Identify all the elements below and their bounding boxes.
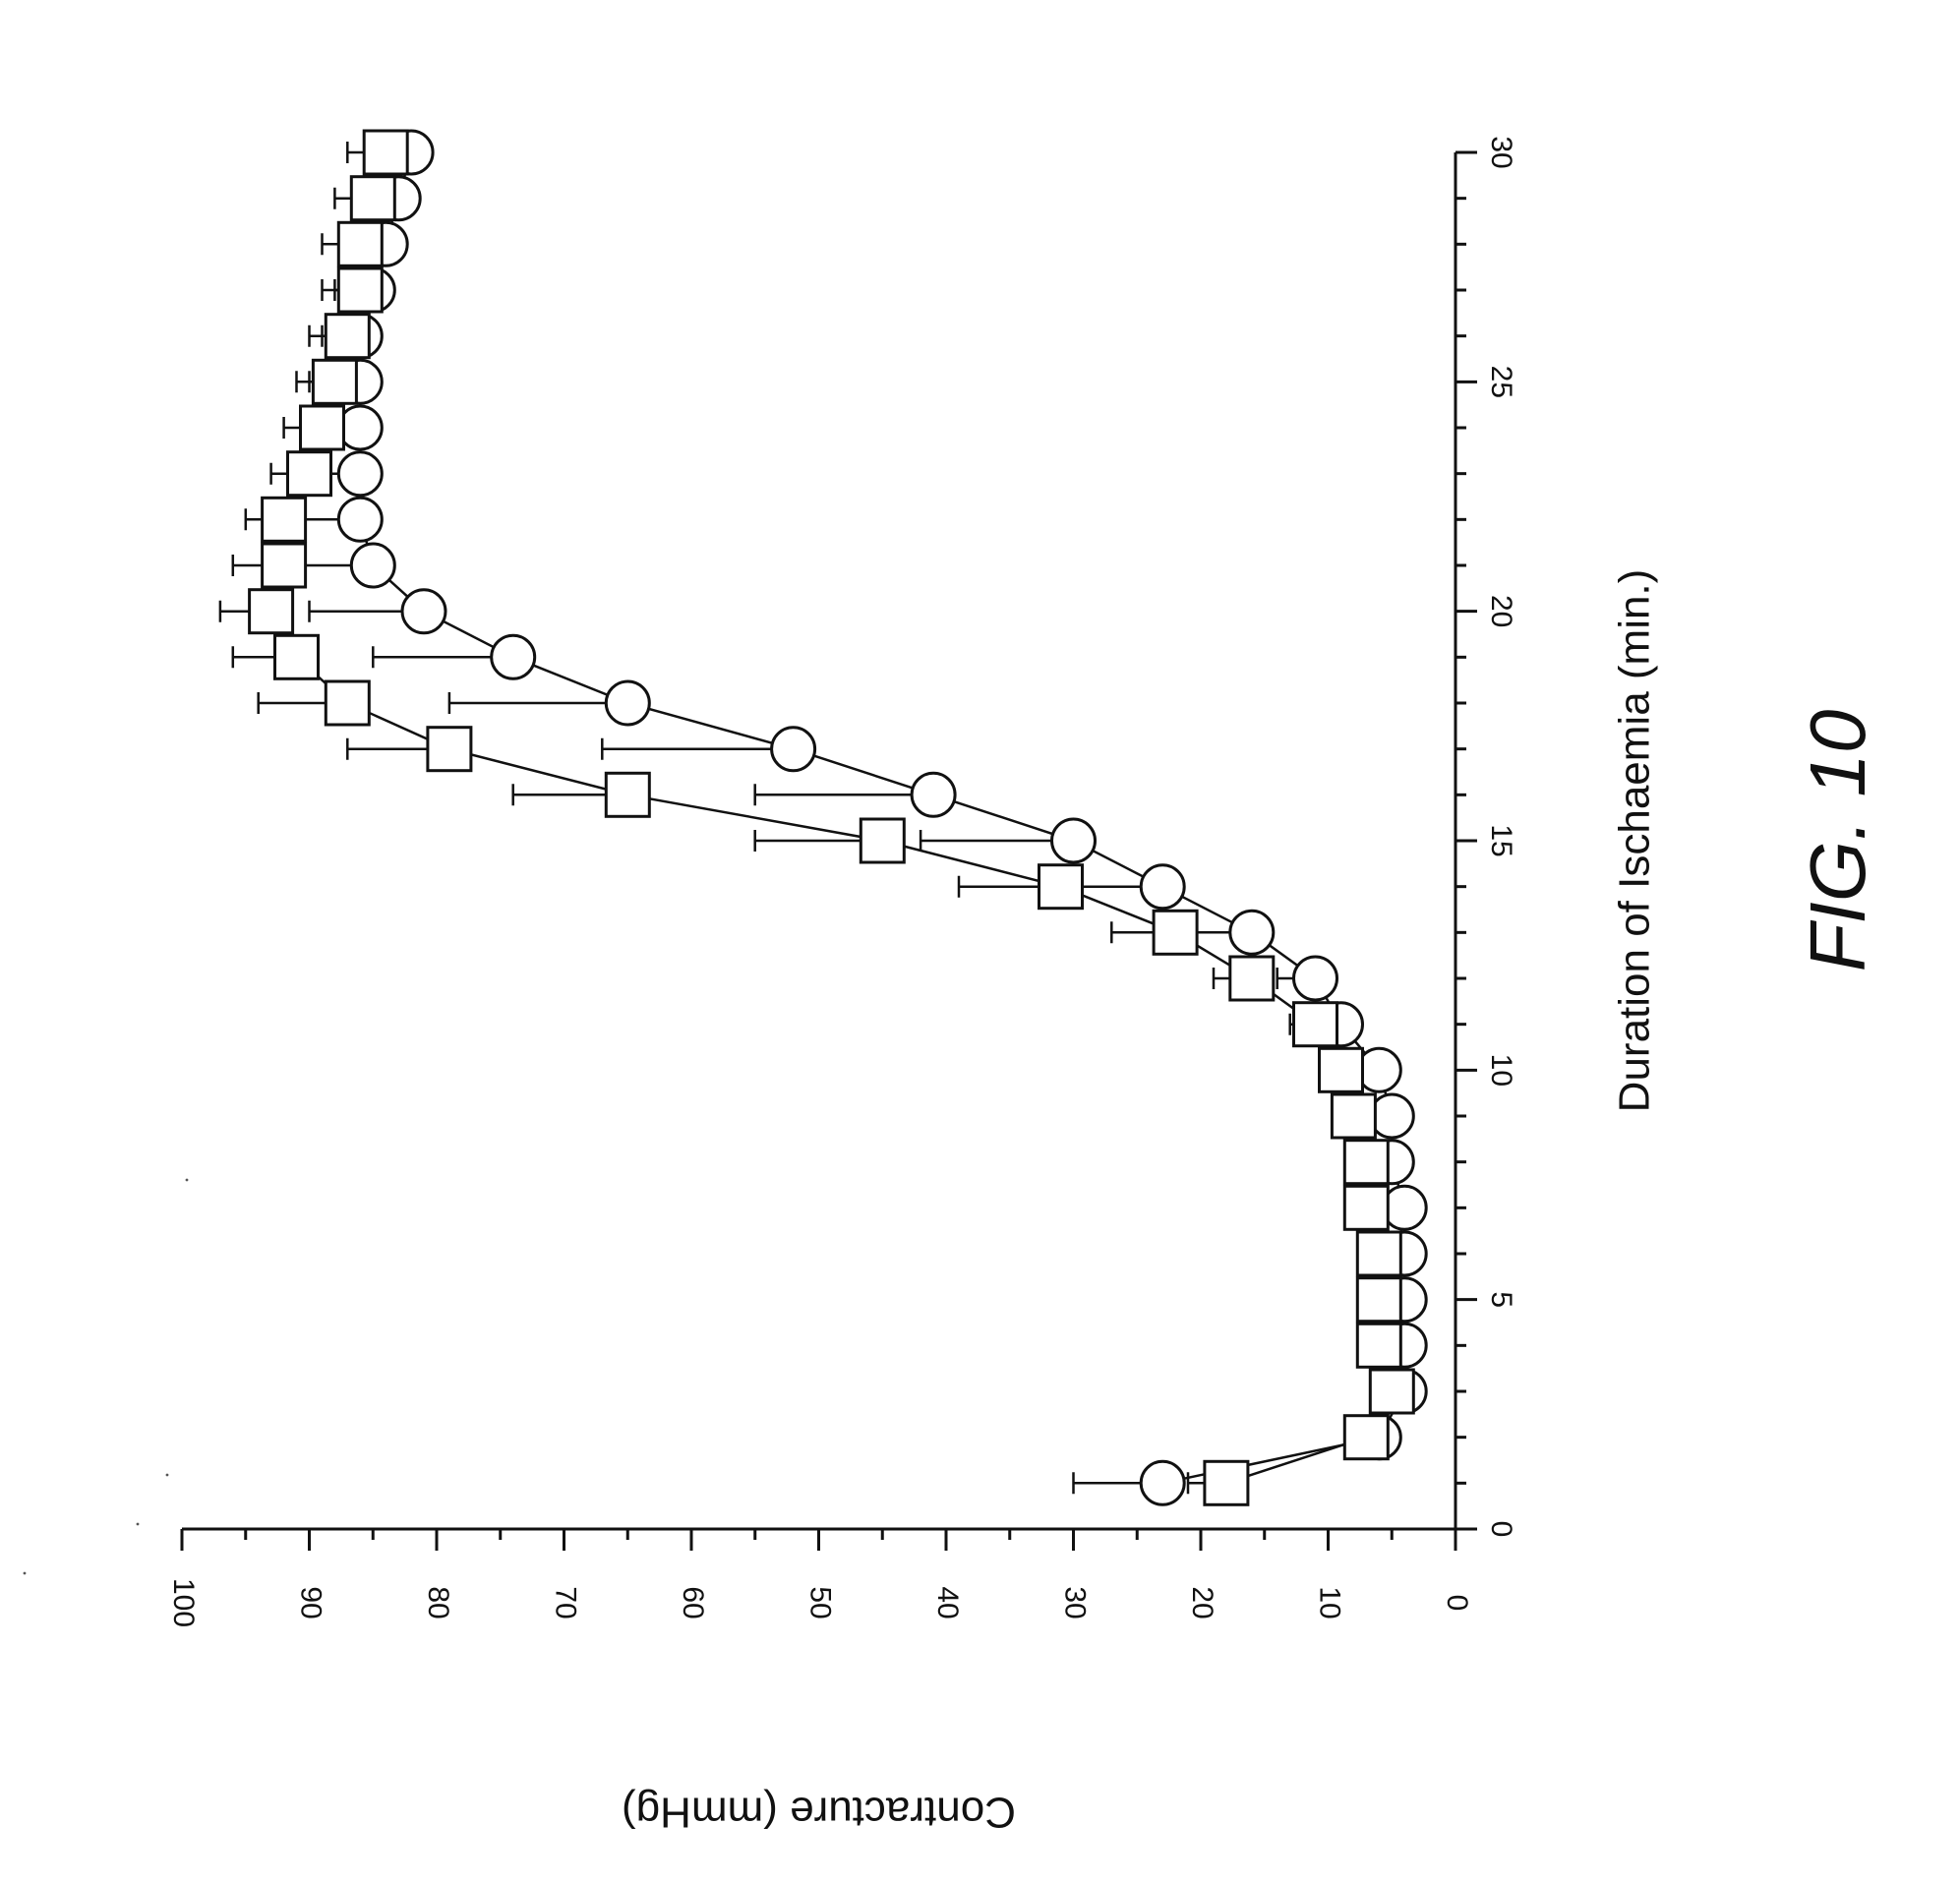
data-point-circle <box>772 728 815 771</box>
data-point-circle <box>351 544 394 587</box>
data-point-square <box>1344 1416 1388 1459</box>
y-axis-ticks: 0 10 20 30 40 50 60 70 80 90 100 <box>167 1529 1473 1627</box>
y-tick-label: 50 <box>804 1586 837 1618</box>
data-point-square <box>428 728 471 771</box>
y-axis-title: Contracture (mmHg) <box>622 1788 1016 1836</box>
data-point-square <box>1344 1141 1388 1184</box>
data-point-square <box>1357 1324 1400 1367</box>
data-point-square <box>1154 911 1197 954</box>
data-point-circle <box>1052 819 1096 862</box>
y-tick-label: 90 <box>295 1586 327 1618</box>
error-bar <box>449 692 627 714</box>
scan-speck <box>166 1474 169 1477</box>
figure-caption: FIG. 10 <box>1794 710 1881 972</box>
data-point-circle <box>1294 957 1337 1000</box>
data-point-square <box>1039 865 1083 909</box>
data-point-square <box>326 681 369 725</box>
y-tick-label: 10 <box>1314 1586 1346 1618</box>
data-point-circle <box>1230 911 1274 954</box>
data-point-square <box>338 222 382 265</box>
data-point-circle <box>492 635 535 678</box>
x-tick-label: 0 <box>1485 1521 1517 1538</box>
y-tick-label: 80 <box>422 1586 454 1618</box>
series-square <box>220 131 1413 1504</box>
series-line <box>271 152 1393 1483</box>
series-layer <box>220 131 1426 1504</box>
data-point-circle <box>1141 865 1184 909</box>
data-point-square <box>1344 1186 1388 1229</box>
data-point-square <box>1332 1094 1375 1138</box>
data-point-circle <box>1141 1461 1184 1504</box>
y-tick-label: 40 <box>931 1586 964 1618</box>
x-tick-label: 20 <box>1485 595 1517 627</box>
x-tick-label: 25 <box>1485 366 1517 398</box>
scan-speck <box>24 1572 27 1575</box>
data-point-square <box>326 315 369 358</box>
data-point-square <box>338 268 382 312</box>
data-point-square <box>301 406 344 449</box>
data-point-circle <box>338 498 382 541</box>
x-tick-label: 30 <box>1485 136 1517 168</box>
y-tick-label: 70 <box>550 1586 582 1618</box>
data-point-square <box>351 177 394 220</box>
x-tick-label: 5 <box>1485 1291 1517 1308</box>
data-point-square <box>275 635 319 678</box>
data-point-square <box>1370 1370 1413 1413</box>
data-point-square <box>1357 1232 1400 1275</box>
data-point-square <box>364 131 407 174</box>
data-point-square <box>250 590 293 633</box>
y-tick-label: 100 <box>167 1578 200 1627</box>
data-point-square <box>313 360 356 403</box>
y-tick-label: 0 <box>1441 1595 1473 1612</box>
data-point-square <box>1320 1048 1363 1091</box>
plot-area: 0 5 10 15 20 25 30 0 10 20 30 40 50 60 70 80 90 100 <box>167 131 1517 1627</box>
x-axis-ticks: 0 5 10 15 20 25 30 <box>1455 136 1517 1537</box>
data-point-square <box>861 819 904 862</box>
data-point-square <box>288 452 331 496</box>
data-point-circle <box>912 773 955 816</box>
data-point-square <box>1357 1278 1400 1322</box>
x-tick-label: 15 <box>1485 824 1517 856</box>
x-tick-label: 10 <box>1485 1054 1517 1087</box>
data-point-circle <box>402 590 445 633</box>
x-axis-title: Duration of Ischaemia (min.) <box>1611 569 1659 1113</box>
y-tick-label: 20 <box>1186 1586 1218 1618</box>
scan-speck <box>186 1179 189 1182</box>
data-point-square <box>1205 1461 1248 1504</box>
scan-speck <box>137 1523 140 1526</box>
data-point-square <box>263 498 306 541</box>
data-point-square <box>606 773 649 816</box>
data-point-circle <box>606 681 649 725</box>
y-tick-label: 60 <box>677 1586 709 1618</box>
data-point-square <box>1230 957 1274 1000</box>
y-tick-label: 30 <box>1059 1586 1092 1618</box>
data-point-square <box>1294 1003 1337 1046</box>
data-point-square <box>263 544 306 587</box>
data-point-circle <box>338 452 382 496</box>
